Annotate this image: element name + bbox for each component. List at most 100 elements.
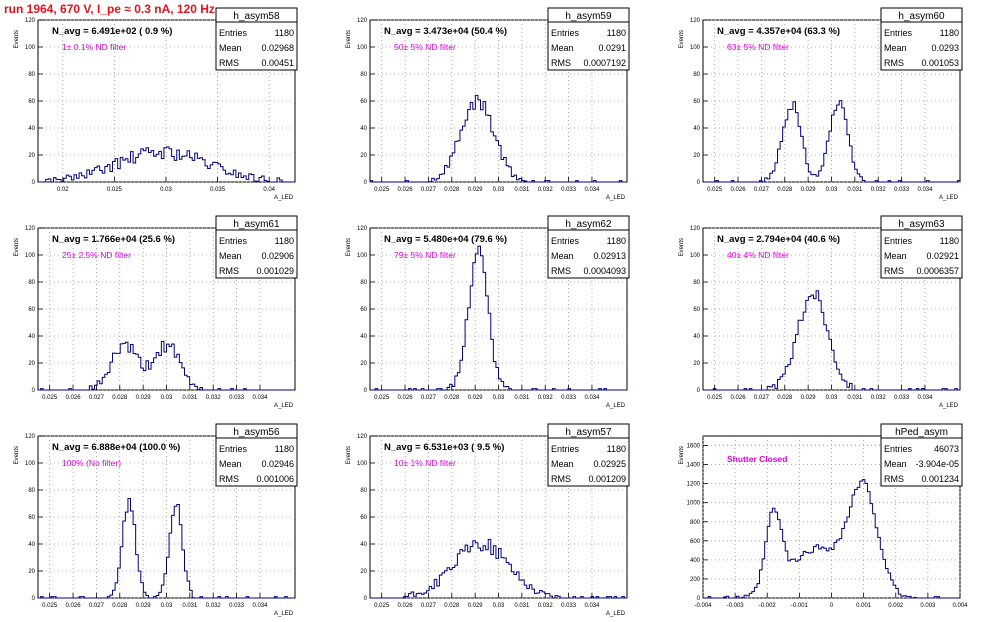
histogram-panel: 0.025 0.026 0.027 0.028 0.029 0.03 0.031 0.032 0… (679, 215, 963, 409)
stats-value: 0.001029 (256, 266, 294, 276)
stats-value: 0.0293 (931, 43, 959, 53)
y-tick-label: 60 (28, 307, 35, 313)
filter-label: Shutter Closed (727, 454, 787, 464)
x-axis-label: A_LED (274, 611, 294, 617)
x-tick-label: 0.029 (468, 603, 484, 609)
stats-key: Entries (551, 236, 580, 246)
histogram-line (38, 497, 295, 599)
y-tick-label: 100 (357, 45, 368, 51)
navg-label: N_avg = 4.357e+04 (63.3 %) (717, 26, 840, 37)
x-tick-label: 0.028 (112, 395, 128, 401)
navg-label: N_avg = 3.473e+04 (50.4 %) (384, 26, 507, 37)
y-tick-label: 80 (28, 488, 35, 494)
stats-value: 0.02913 (593, 251, 626, 261)
x-tick-label: 0.025 (374, 187, 390, 193)
histogram-panel: 0.025 0.026 0.027 0.028 0.029 0.03 0.031 0.032 0… (346, 423, 630, 617)
y-tick-label: 100 (25, 253, 36, 259)
y-tick-label: 120 (25, 434, 36, 440)
stats-key: RMS (884, 58, 904, 68)
histogram-panel: 0.025 0.026 0.027 0.028 0.029 0.03 0.031 0.032 0… (346, 7, 630, 201)
stats-value: 0.02925 (593, 459, 626, 469)
x-tick-label: -0.003 (727, 603, 745, 609)
x-tick-label: 0.029 (468, 395, 484, 401)
stats-key: RMS (884, 266, 904, 276)
y-tick-label: 20 (28, 153, 35, 159)
x-tick-label: 0.027 (421, 603, 437, 609)
y-tick-label: 100 (25, 45, 36, 51)
stats-key: Entries (219, 236, 248, 246)
x-tick-label: 0.027 (421, 395, 437, 401)
y-tick-label: 120 (690, 226, 701, 232)
histogram-line (369, 94, 627, 183)
y-tick-label: 0 (697, 388, 701, 394)
y-tick-label: 0 (364, 388, 368, 394)
stats-key: Entries (551, 444, 580, 454)
stats-key: Entries (884, 236, 913, 246)
x-tick-label: 0.027 (89, 603, 105, 609)
y-axis-label: Events (14, 238, 20, 256)
y-tick-label: 120 (357, 434, 368, 440)
y-tick-label: 120 (690, 18, 701, 24)
stats-value: 0.00451 (261, 58, 294, 68)
x-tick-label: 0.026 (398, 187, 414, 193)
stats-key: Mean (884, 43, 907, 53)
x-tick-label: 0.034 (917, 187, 933, 193)
stats-value: 0.02921 (926, 251, 959, 261)
x-tick-label: 0.025 (707, 187, 723, 193)
y-tick-label: 60 (28, 99, 35, 105)
y-axis-label: Events (679, 238, 685, 256)
x-tick-label: 0.001 (856, 603, 872, 609)
x-tick-label: 0.031 (514, 187, 530, 193)
x-tick-label: 0.04 (263, 187, 275, 193)
y-tick-label: 20 (360, 153, 367, 159)
x-tick-label: 0.031 (847, 187, 863, 193)
stats-key: RMS (551, 58, 571, 68)
x-tick-label: 0.031 (514, 395, 530, 401)
x-tick-label: 0.034 (252, 603, 268, 609)
x-tick-label: 0.025 (374, 603, 390, 609)
y-tick-label: 20 (28, 569, 35, 575)
x-tick-label: 0.032 (871, 395, 887, 401)
x-tick-label: 0.03 (493, 603, 505, 609)
y-tick-label: 100 (690, 253, 701, 259)
y-tick-label: 200 (690, 577, 701, 583)
x-tick-label: 0 (830, 603, 834, 609)
x-tick-label: 0.026 (66, 603, 82, 609)
y-tick-label: 20 (693, 153, 700, 159)
x-tick-label: -0.002 (759, 603, 777, 609)
y-tick-label: 400 (690, 558, 701, 564)
stats-key: Mean (884, 251, 907, 261)
y-tick-label: 60 (360, 515, 367, 521)
y-tick-label: 0 (697, 180, 701, 186)
y-tick-label: 80 (28, 280, 35, 286)
x-tick-label: 0.034 (584, 187, 600, 193)
x-tick-label: 0.032 (538, 603, 554, 609)
stats-title: h_asym57 (565, 427, 612, 438)
histogram-line (38, 340, 295, 391)
y-axis-label: Events (346, 446, 352, 464)
x-tick-label: 0.032 (206, 603, 222, 609)
y-tick-label: 1000 (687, 501, 701, 507)
x-tick-label: 0.031 (182, 395, 198, 401)
y-tick-label: 120 (357, 226, 368, 232)
x-axis-label: A_LED (274, 403, 294, 409)
x-tick-label: 0.025 (707, 395, 723, 401)
stats-title: h_asym60 (898, 11, 945, 22)
stats-value: 1180 (275, 444, 294, 454)
x-tick-label: 0.028 (444, 603, 460, 609)
x-tick-label: 0.033 (894, 187, 910, 193)
stats-key: Mean (551, 459, 574, 469)
stats-box (215, 21, 298, 71)
stats-key: Mean (551, 43, 574, 53)
histogram-line (38, 146, 295, 183)
stats-value: 1180 (607, 236, 626, 246)
y-tick-label: 1200 (687, 482, 701, 488)
stats-box (547, 21, 630, 71)
y-tick-label: 1600 (687, 444, 701, 450)
x-tick-label: 0.028 (444, 187, 460, 193)
x-tick-label: 0.026 (731, 187, 747, 193)
stats-value: 0.001209 (588, 474, 626, 484)
x-axis-label: A_LED (606, 403, 626, 409)
x-tick-label: 0.002 (888, 603, 904, 609)
y-tick-label: 20 (360, 361, 367, 367)
